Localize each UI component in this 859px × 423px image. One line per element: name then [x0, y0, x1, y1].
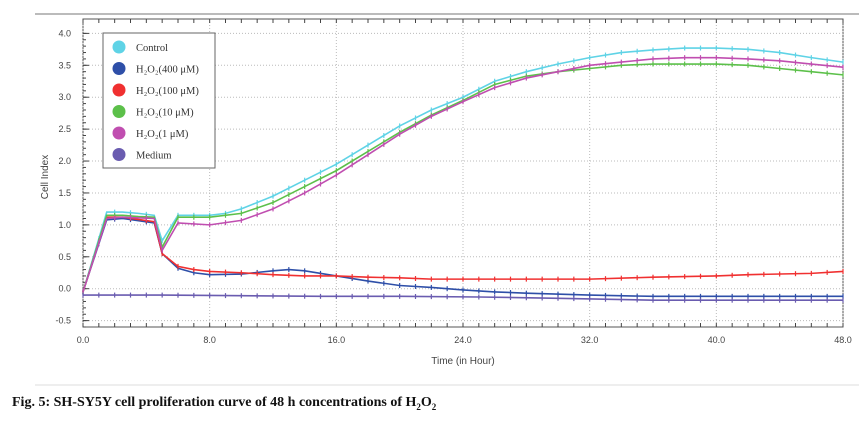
legend-marker-icon: [112, 62, 126, 75]
legend-label: H₂O₂(1 μM): [136, 129, 189, 140]
y-tick-label: -0.5: [55, 316, 71, 326]
y-tick-label: 0.5: [58, 252, 71, 262]
legend-label: H₂O₂(400 μM): [136, 65, 199, 76]
legend-label: Medium: [136, 151, 172, 162]
legend-label: H₂O₂(10 μM): [136, 108, 194, 119]
y-tick-label: 1.5: [58, 188, 71, 198]
x-axis-label: Time (in Hour): [431, 356, 495, 367]
series-5: [82, 292, 844, 303]
x-tick-label: 32.0: [581, 335, 599, 345]
legend-marker-icon: [112, 148, 126, 161]
y-tick-label: 2.0: [58, 156, 71, 166]
legend-marker-icon: [112, 105, 126, 118]
x-tick-label: 48.0: [834, 335, 852, 345]
y-axis-label: Cell Index: [40, 155, 51, 199]
legend-marker-icon: [112, 40, 126, 54]
caption-sub: 2: [431, 401, 437, 412]
y-tick-label: 3.0: [58, 92, 71, 102]
caption-sub: 2: [416, 401, 421, 412]
x-tick-label: 0.0: [77, 335, 90, 345]
x-tick-label: 40.0: [708, 335, 726, 345]
legend-marker-icon: [112, 126, 126, 140]
legend-label: H₂O₂(100 μM): [136, 86, 199, 97]
legend: Control H₂O₂(400 μM) H₂O₂(100 μM) H₂O₂(10 μ…: [102, 32, 216, 169]
figure-caption: Fig. 5: SH-SY5Y cell proliferation curve…: [12, 395, 436, 412]
legend-label: Control: [136, 43, 168, 54]
cell-index-chart: 0.0 8.0 16.0 24.0 32.0 40.0 48.0 4.0 3.5 3.0 2.5 2.…: [35, 13, 859, 386]
y-tick-label: 4.0: [58, 28, 71, 38]
y-tick-label: 0.0: [58, 284, 71, 294]
x-tick-label: 8.0: [203, 335, 216, 345]
x-tick-label: 16.0: [328, 335, 346, 345]
y-tick-label: 1.0: [58, 220, 71, 230]
caption-text: O: [420, 395, 432, 410]
x-tick-label: 24.0: [454, 335, 472, 345]
series-4: [82, 55, 844, 295]
y-tick-label: 2.5: [58, 124, 71, 134]
legend-marker-icon: [112, 83, 126, 97]
legend-box: [102, 32, 216, 169]
y-tick-label: 3.5: [58, 60, 71, 70]
caption-text: Fig. 5: SH-SY5Y cell proliferation curve…: [12, 395, 417, 410]
